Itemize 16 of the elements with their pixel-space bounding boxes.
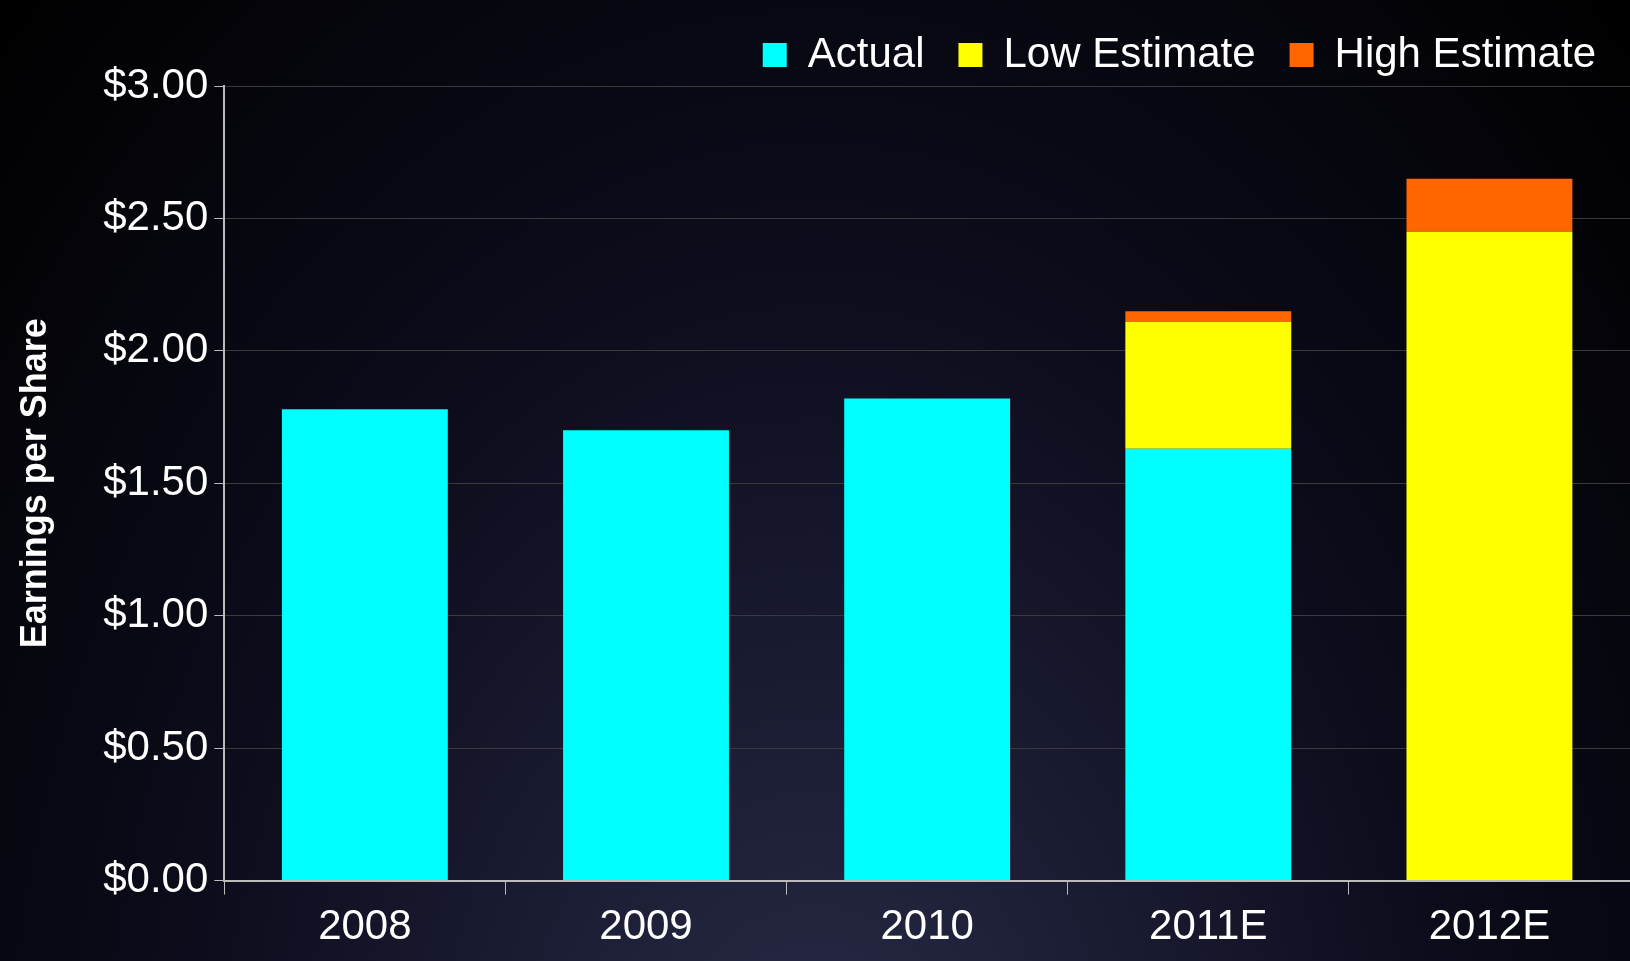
y-axis-title: Earnings per Share (12, 318, 54, 649)
legend-label: High Estimate (1334, 28, 1596, 76)
x-tick-label: 2012E (1428, 901, 1551, 949)
y-tick-label: $0.00 (103, 854, 209, 902)
y-tick-label: $2.50 (103, 192, 209, 240)
x-tick-label: 2009 (599, 901, 693, 949)
legend-label: Actual (807, 28, 925, 76)
legend-label: Low Estimate (1003, 28, 1256, 76)
y-tick-label: $1.00 (103, 589, 209, 637)
y-tick-label: $2.00 (103, 324, 209, 372)
y-tick-label: $0.50 (103, 721, 209, 769)
x-tick-label: 2011E (1149, 901, 1268, 949)
x-tick-label: 2008 (318, 901, 412, 949)
y-tick-label: $1.50 (103, 456, 209, 504)
x-tick-label: 2010 (880, 901, 974, 949)
y-tick-label: $3.00 (103, 59, 209, 107)
